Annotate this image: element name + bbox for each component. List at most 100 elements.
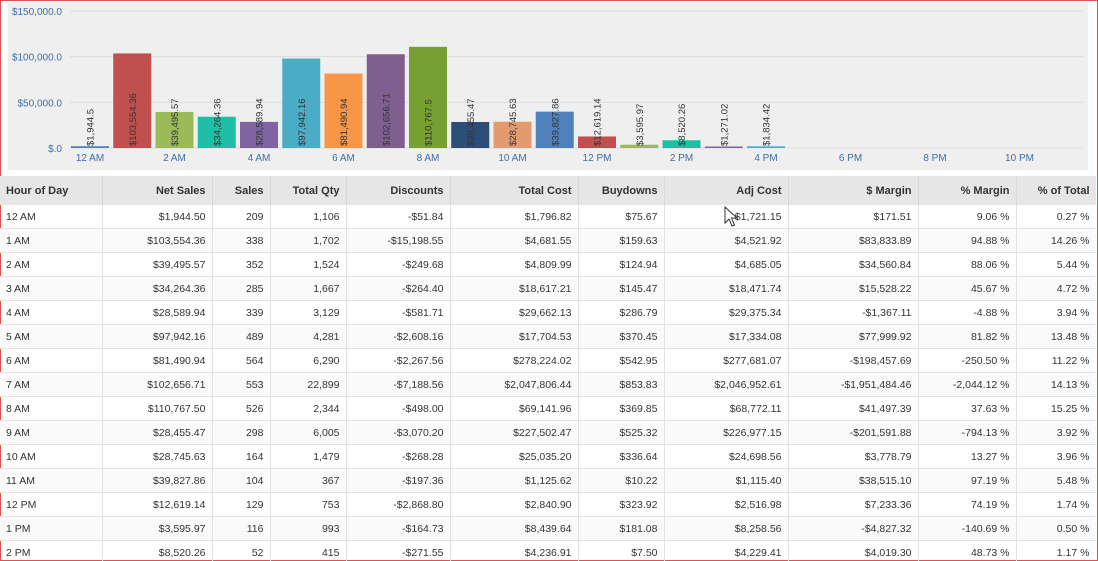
table-cell: $2,046,952.61: [664, 372, 789, 397]
table-row[interactable]: 4 AM $28,589.94 339 3,129 -$581.71 $29,662.13…: [0, 300, 1096, 325]
table-row[interactable]: 7 AM $102,656.71 553 22,899 -$7,188.56 $2,047…: [0, 372, 1096, 397]
table-cell: $28,589.94: [102, 300, 213, 325]
table-cell: $29,662.13: [450, 300, 579, 325]
table-cell: -$2,868.80: [346, 492, 451, 517]
bar-data-label: $1,944.5: [86, 109, 97, 146]
table-cell: $15,528.22: [788, 276, 919, 301]
sales-table: Hour of Day Net Sales Sales Total Qty Discou…: [0, 176, 1096, 561]
table-cell: -$2,267.56: [346, 348, 451, 373]
table-cell: 6 AM: [0, 348, 103, 373]
table-cell: 352: [212, 252, 271, 277]
table-cell: $77,999.92: [788, 324, 919, 349]
table-cell: 48.73 %: [918, 540, 1017, 561]
table-cell: 3 AM: [0, 276, 103, 301]
table-cell: 6,005: [270, 420, 347, 445]
table-cell: -140.69 %: [918, 516, 1017, 541]
table-cell: $2,516.98: [664, 492, 789, 517]
table-cell: 97.19 %: [918, 468, 1017, 493]
table-cell: $226,977.15: [664, 420, 789, 445]
bar-data-label: $28,589.94: [255, 98, 266, 146]
table-cell: $277,681.07: [664, 348, 789, 373]
bar: [240, 121, 278, 148]
table-cell: -2,044.12 %: [918, 372, 1017, 397]
table-cell: -$268.28: [346, 444, 451, 469]
table-cell: $81,490.94: [102, 348, 213, 373]
table-cell: -$264.40: [346, 276, 451, 301]
table-cell: 9.06 %: [918, 205, 1017, 229]
table-cell: -$498.00: [346, 396, 451, 421]
table-cell: $3,595.97: [102, 516, 213, 541]
table-row[interactable]: 12 PM $12,619.14 129 753 -$2,868.80 $2,840.90…: [0, 492, 1096, 517]
table-row[interactable]: 10 AM $28,745.63 164 1,479 -$268.28 $25,035.2…: [0, 444, 1096, 469]
table-cell: 1.17 %: [1016, 540, 1096, 561]
table-cell: $336.64: [578, 444, 665, 469]
y-tick-label: $150,000.0: [12, 7, 62, 18]
table-cell: 12 AM: [0, 205, 103, 229]
table-cell: 7 AM: [0, 372, 103, 397]
column-header[interactable]: $ Margin: [788, 176, 919, 205]
table-cell: 10 AM: [0, 444, 103, 469]
hourly-sales-chart: $150,000.0 $100,000.0 $50,000.0 $.0 $1,944.5…: [8, 2, 1088, 170]
table-row[interactable]: 11 AM $39,827.86 104 367 -$197.36 $1,125.62 $1…: [0, 468, 1096, 493]
table-row[interactable]: 2 PM $8,520.26 52 415 -$271.55 $4,236.91 $7.50…: [0, 540, 1096, 561]
table-cell: 88.06 %: [918, 252, 1017, 277]
table-cell: $18,617.21: [450, 276, 579, 301]
table-cell: 339: [212, 300, 271, 325]
table-cell: $34,560.84: [788, 252, 919, 277]
table-cell: 2 AM: [0, 252, 103, 277]
table-row[interactable]: 1 AM $103,554.36 338 1,702 -$15,198.55 $4,681…: [0, 228, 1096, 253]
table-cell: $4,019.30: [788, 540, 919, 561]
column-header[interactable]: Buydowns: [578, 176, 665, 205]
table-row[interactable]: 5 AM $97,942.16 489 4,281 -$2,608.16 $17,704.…: [0, 324, 1096, 349]
table-cell: 753: [270, 492, 347, 517]
column-header[interactable]: Total Cost: [450, 176, 579, 205]
column-header[interactable]: % Margin: [918, 176, 1017, 205]
column-header[interactable]: Discounts: [346, 176, 451, 205]
table-cell: $4,236.91: [450, 540, 579, 561]
column-header[interactable]: Net Sales: [102, 176, 213, 205]
table-cell: $1,944.50: [102, 205, 213, 229]
table-cell: 298: [212, 420, 271, 445]
table-row[interactable]: 1 PM $3,595.97 116 993 -$164.73 $8,439.64 $181…: [0, 516, 1096, 541]
bar-data-label: $97,942.16: [297, 98, 308, 146]
header-row: Hour of Day Net Sales Sales Total Qty Discou…: [0, 176, 1096, 205]
table-cell: 11.22 %: [1016, 348, 1096, 373]
table-row[interactable]: 3 AM $34,264.36 285 1,667 -$264.40 $18,617.21…: [0, 276, 1096, 301]
column-header[interactable]: % of Total: [1016, 176, 1096, 205]
column-header[interactable]: Sales: [212, 176, 271, 205]
table-row[interactable]: 6 AM $81,490.94 564 6,290 -$2,267.56 $278,224…: [0, 348, 1096, 373]
table-cell: $3,778.79: [788, 444, 919, 469]
sales-grid: Hour of Day Net Sales Sales Total Qty Discou…: [0, 176, 1096, 561]
x-tick-label: 6 AM: [332, 153, 355, 164]
table-cell: 94.88 %: [918, 228, 1017, 253]
column-header[interactable]: Hour of Day: [0, 176, 103, 205]
x-tick-label: 6 PM: [839, 153, 862, 164]
table-cell: $8,520.26: [102, 540, 213, 561]
table-cell: 489: [212, 324, 271, 349]
x-tick-label: 2 PM: [670, 153, 693, 164]
table-cell: $69,141.96: [450, 396, 579, 421]
table-cell: $97,942.16: [102, 324, 213, 349]
table-cell: $18,471.74: [664, 276, 789, 301]
bar: [197, 116, 236, 148]
table-cell: $181.08: [578, 516, 665, 541]
table-cell: $83,833.89: [788, 228, 919, 253]
table-cell: 116: [212, 516, 271, 541]
table-row[interactable]: 2 AM $39,495.57 352 1,524 -$249.68 $4,809.99 $…: [0, 252, 1096, 277]
bar-data-label: $28,455.47: [466, 98, 477, 146]
table-cell: $4,229.41: [664, 540, 789, 561]
table-row[interactable]: 9 AM $28,455.47 298 6,005 -$3,070.20 $227,502…: [0, 420, 1096, 445]
column-header[interactable]: Adj Cost: [664, 176, 789, 205]
table-cell: 74.19 %: [918, 492, 1017, 517]
bar: [451, 122, 490, 148]
table-cell: 52: [212, 540, 271, 561]
column-header[interactable]: Total Qty: [270, 176, 347, 205]
table-row[interactable]: 8 AM $110,767.50 526 2,344 -$498.00 $69,141.9…: [0, 396, 1096, 421]
table-row[interactable]: 12 AM $1,944.50 209 1,106 -$51.84 $1,796.82 $7…: [0, 205, 1096, 229]
table-cell: $370.45: [578, 324, 665, 349]
x-tick-label: 10 AM: [498, 153, 526, 164]
table-cell: 1 PM: [0, 516, 103, 541]
mouse-cursor-icon: [724, 206, 739, 227]
bar: [113, 53, 152, 149]
table-cell: $2,047,806.44: [450, 372, 579, 397]
